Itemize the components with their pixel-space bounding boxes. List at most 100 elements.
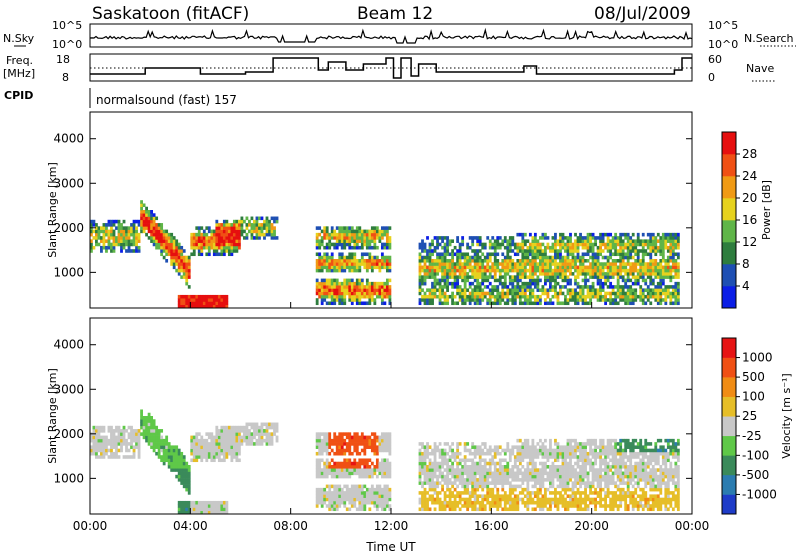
heatmap-cell — [418, 288, 422, 292]
heatmap-cell — [481, 259, 485, 263]
heatmap-cell — [589, 239, 592, 243]
heatmap-cell — [433, 236, 437, 240]
heatmap-cell — [443, 245, 447, 250]
heatmap-cell — [531, 288, 535, 292]
heatmap-cell — [100, 236, 103, 240]
heatmap-cell — [609, 262, 613, 266]
heatmap-cell — [418, 455, 422, 459]
heatmap-cell — [639, 259, 643, 263]
heatmap-cell — [237, 438, 241, 443]
heatmap-cell — [343, 298, 347, 302]
heatmap-cell — [200, 245, 204, 250]
heatmap-cell — [165, 445, 169, 449]
heatmap-cell — [360, 239, 364, 243]
heatmap-cell — [205, 298, 209, 302]
heatmap-cell — [481, 242, 485, 247]
heatmap-cell — [418, 478, 422, 482]
heatmap-cell — [536, 265, 540, 270]
heatmap-cell — [614, 242, 618, 247]
heatmap-cell — [666, 259, 670, 263]
heatmap-cell — [145, 429, 148, 433]
heatmap-cell — [353, 465, 357, 469]
heatmap-cell — [325, 432, 329, 436]
heatmap-cell — [599, 232, 602, 237]
heatmap-cell — [446, 481, 449, 485]
heatmap-cell — [363, 262, 367, 266]
heatmap-cell — [175, 262, 179, 266]
heatmap-cell — [160, 229, 164, 234]
heatmap-cell — [591, 272, 595, 276]
heatmap-cell — [516, 507, 520, 512]
heatmap-cell — [616, 281, 620, 286]
heatmap-cell — [468, 262, 472, 266]
heatmap-cell — [556, 249, 560, 253]
heatmap-cell — [554, 259, 557, 263]
heatmap-cell — [446, 268, 449, 273]
heatmap-cell — [478, 288, 482, 292]
heatmap-cell — [378, 294, 382, 299]
heatmap-cell — [157, 232, 161, 237]
heatmap-cell — [476, 249, 480, 253]
heatmap-cell — [538, 445, 542, 449]
heatmap-cell — [105, 229, 108, 234]
heatmap-cell — [574, 232, 577, 237]
heatmap-cell — [596, 291, 600, 296]
heatmap-cell — [549, 272, 552, 276]
heatmap-cell — [325, 252, 329, 257]
heatmap-cell — [147, 435, 151, 440]
heatmap-cell — [338, 281, 342, 286]
heatmap-cell — [333, 281, 337, 286]
heatmap-cell — [649, 268, 653, 273]
heatmap-cell — [478, 262, 482, 266]
heatmap-cell — [97, 425, 101, 430]
heatmap-cell — [200, 504, 204, 508]
heatmap-cell — [320, 285, 324, 289]
heatmap-cell — [92, 435, 96, 440]
heatmap-cell — [122, 455, 126, 459]
heatmap-cell — [363, 259, 367, 263]
heatmap-cell — [217, 229, 221, 234]
heatmap-cell — [428, 272, 432, 276]
heatmap-cell — [574, 268, 577, 273]
heatmap-cell — [315, 281, 319, 286]
heatmap-cell — [438, 504, 442, 508]
heatmap-cell — [576, 301, 580, 306]
heatmap-cell — [671, 245, 675, 250]
heatmap-cell — [671, 268, 675, 273]
heatmap-cell — [373, 288, 377, 292]
heatmap-cell — [528, 268, 532, 273]
heatmap-cell — [468, 294, 472, 299]
heatmap-cell — [210, 245, 214, 250]
heatmap-cell — [318, 285, 322, 289]
heatmap-cell — [609, 265, 613, 270]
heatmap-cell — [641, 252, 645, 257]
heatmap-cell — [340, 500, 344, 505]
heatmap-cell — [140, 432, 143, 436]
heatmap-cell — [185, 259, 189, 263]
heatmap-cell — [343, 500, 347, 505]
heatmap-cell — [518, 448, 522, 453]
heatmap-cell — [471, 471, 475, 476]
heatmap-cell — [418, 468, 422, 472]
heatmap-cell — [140, 223, 143, 227]
heatmap-cell — [105, 245, 108, 250]
heatmap-cell — [418, 262, 422, 266]
heatmap-cell — [659, 268, 663, 273]
heatmap-cell — [117, 432, 121, 436]
heatmap-cell — [360, 229, 364, 234]
heatmap-cell — [350, 265, 354, 270]
heatmap-cell — [536, 468, 540, 472]
heatmap-cell — [215, 304, 219, 309]
heatmap-cell — [456, 468, 460, 472]
heatmap-cell — [152, 425, 156, 430]
heatmap-cell — [358, 285, 362, 289]
heatmap-cell — [641, 239, 645, 243]
heatmap-cell — [666, 291, 670, 296]
heatmap-cell — [360, 294, 364, 299]
heatmap-cell — [606, 249, 610, 253]
heatmap-cell — [225, 229, 229, 234]
heatmap-cell — [641, 288, 645, 292]
heatmap-cell — [90, 438, 93, 443]
heatmap-cell — [220, 226, 224, 230]
heatmap-cell — [235, 236, 239, 240]
